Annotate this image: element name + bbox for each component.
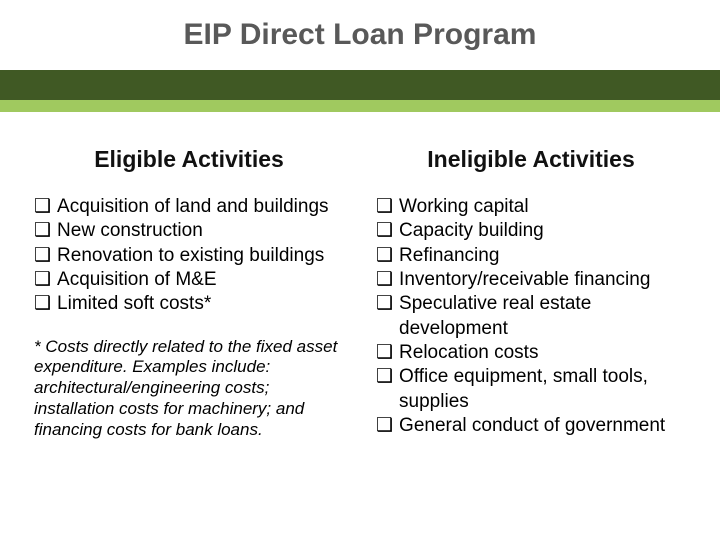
bar-dark-green [0, 70, 720, 100]
checkbox-bullet-icon: ❑ [376, 341, 393, 365]
list-item-text: Working capital [399, 195, 690, 219]
list-item: ❑Acquisition of land and buildings [34, 195, 348, 219]
list-item: ❑Limited soft costs* [34, 292, 348, 316]
eligible-column: Eligible Activities ❑Acquisition of land… [30, 122, 360, 440]
list-item-text: New construction [57, 219, 348, 243]
list-item: ❑Relocation costs [376, 341, 690, 365]
list-item-text: Inventory/receivable financing [399, 268, 690, 292]
checkbox-bullet-icon: ❑ [34, 292, 51, 316]
list-item: ❑Acquisition of M&E [34, 268, 348, 292]
list-item-text: General conduct of government [399, 414, 690, 438]
list-item: ❑New construction [34, 219, 348, 243]
checkbox-bullet-icon: ❑ [376, 195, 393, 219]
list-item-text: Speculative real estate development [399, 292, 690, 341]
list-item: ❑Renovation to existing buildings [34, 244, 348, 268]
list-item: ❑Refinancing [376, 244, 690, 268]
list-item-text: Office equipment, small tools, supplies [399, 365, 690, 414]
list-item: ❑Capacity building [376, 219, 690, 243]
footnote: * Costs directly related to the fixed as… [30, 337, 348, 441]
list-item: ❑Inventory/receivable financing [376, 268, 690, 292]
list-item-text: Acquisition of land and buildings [57, 195, 348, 219]
checkbox-bullet-icon: ❑ [34, 195, 51, 219]
checkbox-bullet-icon: ❑ [376, 219, 393, 243]
list-item: ❑General conduct of government [376, 414, 690, 438]
checkbox-bullet-icon: ❑ [376, 414, 393, 438]
checkbox-bullet-icon: ❑ [376, 268, 393, 292]
checkbox-bullet-icon: ❑ [34, 219, 51, 243]
ineligible-list: ❑Working capital❑Capacity building❑Refin… [372, 195, 690, 438]
checkbox-bullet-icon: ❑ [34, 268, 51, 292]
list-item-text: Capacity building [399, 219, 690, 243]
checkbox-bullet-icon: ❑ [376, 244, 393, 268]
header-bars [0, 70, 720, 112]
list-item-text: Refinancing [399, 244, 690, 268]
list-item: ❑Speculative real estate development [376, 292, 690, 341]
ineligible-header: Ineligible Activities [372, 122, 690, 195]
eligible-header: Eligible Activities [30, 122, 348, 195]
list-item-text: Relocation costs [399, 341, 690, 365]
bar-light-green [0, 100, 720, 112]
eligible-list: ❑Acquisition of land and buildings❑New c… [30, 195, 348, 317]
checkbox-bullet-icon: ❑ [376, 292, 393, 316]
list-item: ❑Office equipment, small tools, supplies [376, 365, 690, 414]
page-title: EIP Direct Loan Program [0, 0, 720, 70]
ineligible-column: Ineligible Activities ❑Working capital❑C… [360, 122, 690, 440]
checkbox-bullet-icon: ❑ [376, 365, 393, 389]
list-item-text: Limited soft costs* [57, 292, 348, 316]
list-item: ❑Working capital [376, 195, 690, 219]
columns-container: Eligible Activities ❑Acquisition of land… [0, 122, 720, 440]
list-item-text: Renovation to existing buildings [57, 244, 348, 268]
list-item-text: Acquisition of M&E [57, 268, 348, 292]
checkbox-bullet-icon: ❑ [34, 244, 51, 268]
